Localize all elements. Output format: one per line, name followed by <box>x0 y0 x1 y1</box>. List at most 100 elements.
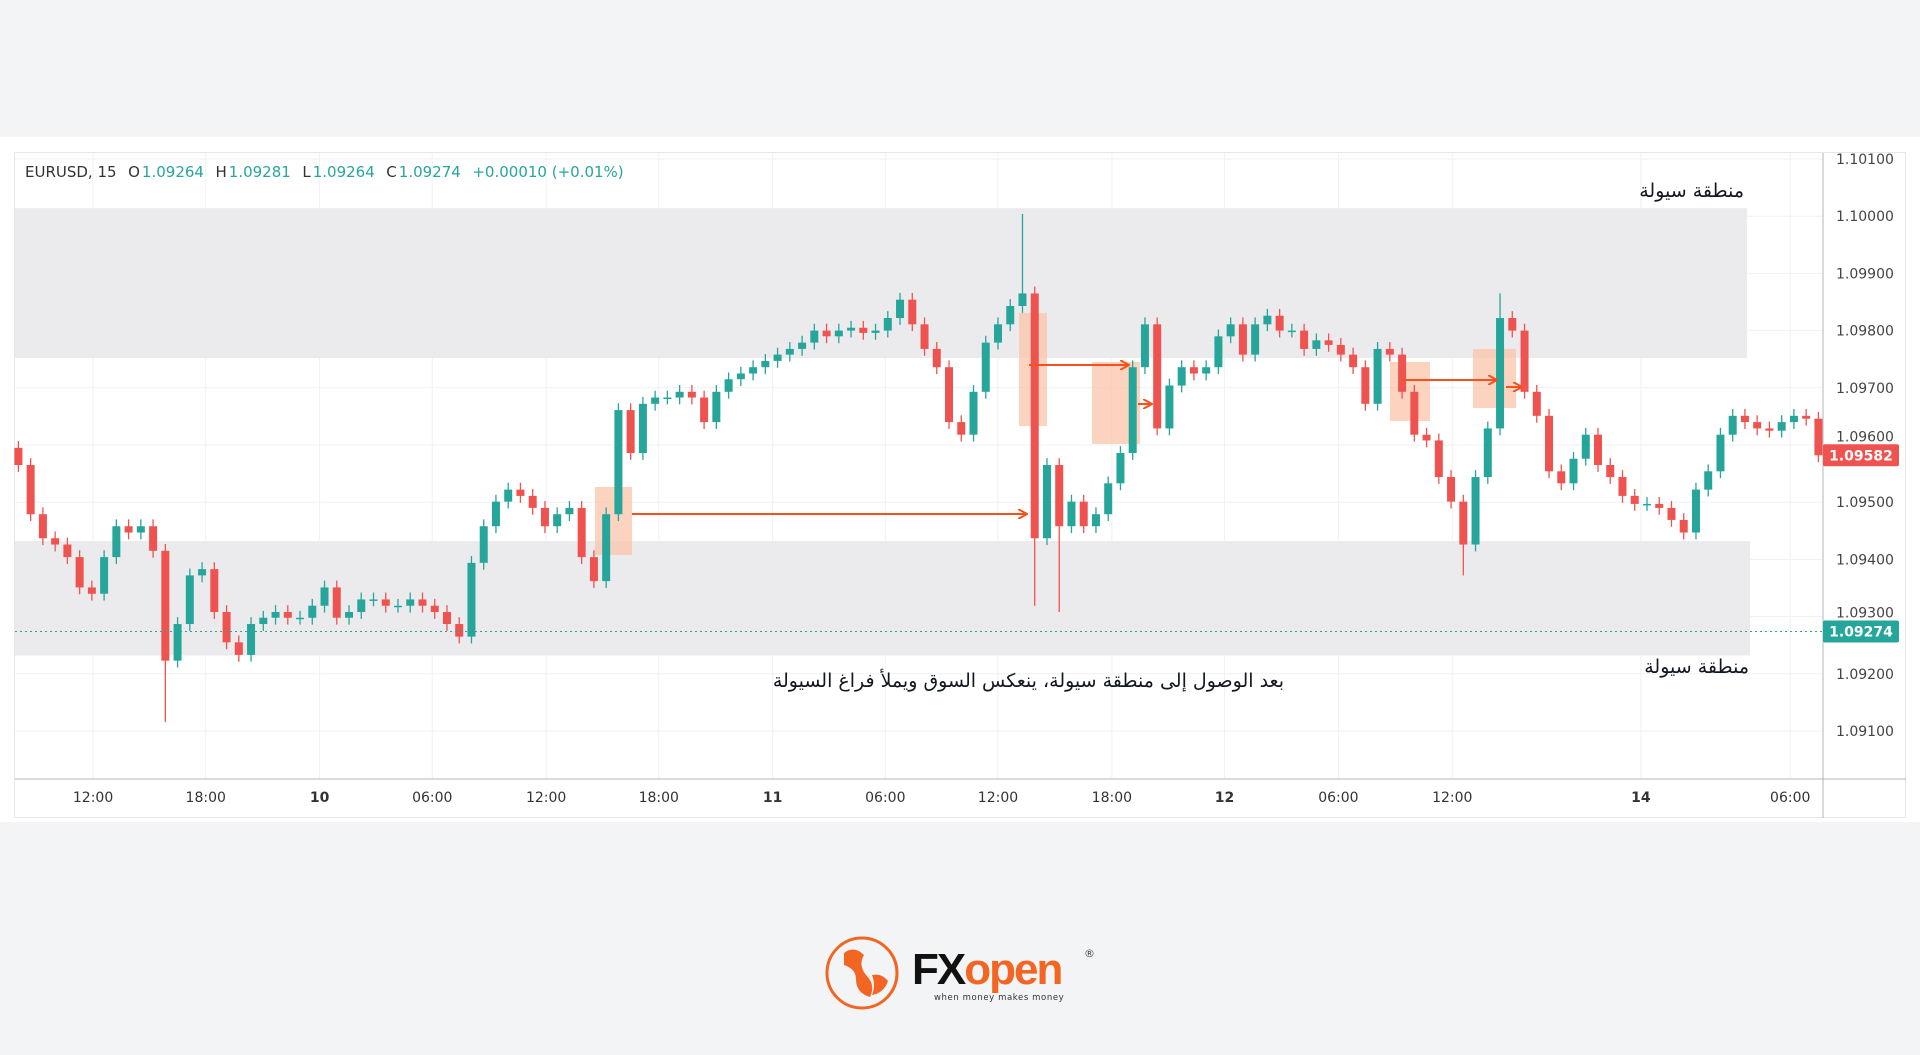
current-price-label: 1.09274 <box>1829 624 1893 640</box>
candle-body <box>638 403 647 454</box>
candle-body <box>1140 324 1149 368</box>
candle-body <box>210 569 219 613</box>
price-tick-label: 1.09500 <box>1836 495 1894 511</box>
candle-body <box>259 617 268 625</box>
price-tick-label: 1.09600 <box>1836 429 1894 445</box>
time-tick-label: 18:00 <box>1092 790 1132 806</box>
candle-body <box>969 391 978 435</box>
candle-body <box>1777 422 1786 431</box>
candle-body <box>1422 434 1431 441</box>
candle-body <box>112 526 121 558</box>
candle-body <box>1630 495 1639 504</box>
candle-body <box>540 507 549 527</box>
price-tick-label: 1.10000 <box>1836 209 1894 225</box>
candle-body <box>296 617 305 620</box>
logo-fx: FX <box>912 945 966 994</box>
candle-body <box>1153 324 1162 429</box>
candle-body <box>491 501 500 527</box>
candle-body <box>1398 354 1407 392</box>
candle-body <box>1177 367 1186 386</box>
fxopen-logo: FXopen ® when money makes money <box>822 933 1102 1013</box>
candle-body <box>589 557 598 582</box>
candle-body <box>871 330 880 333</box>
candle-body <box>945 367 954 423</box>
candle-body <box>1789 415 1798 423</box>
candle-body <box>479 526 488 563</box>
candle-body <box>1030 293 1039 539</box>
candle-body <box>822 330 831 337</box>
candle-body <box>663 397 672 400</box>
last-price-label-bg <box>1823 444 1899 467</box>
candle-body <box>504 489 513 502</box>
candle-body <box>345 612 354 618</box>
candle-body <box>369 599 378 601</box>
candle-body <box>455 624 464 637</box>
candle-body <box>467 562 476 637</box>
candle-body <box>1765 428 1774 431</box>
candle-body <box>1300 330 1309 349</box>
candle-body <box>994 324 1002 343</box>
candle-body <box>1385 348 1394 355</box>
candle-body <box>1312 340 1321 349</box>
candle-body <box>1042 465 1051 539</box>
candle-body <box>1802 415 1811 419</box>
candle-body <box>1238 324 1247 355</box>
candle-body <box>847 327 856 331</box>
candle-body <box>1557 471 1566 484</box>
candle-body <box>51 538 60 545</box>
candle-body <box>1018 293 1027 307</box>
logo-tagline: when money makes money <box>934 993 1065 1003</box>
candle-body <box>565 507 574 515</box>
candle-body <box>932 348 941 368</box>
candle-body <box>957 422 966 435</box>
candle-body <box>38 514 47 539</box>
price-tick-label: 1.09700 <box>1836 381 1894 397</box>
symbol-label: EURUSD, 15 <box>25 163 117 181</box>
candle-body <box>1079 501 1088 527</box>
candle-body <box>896 299 905 319</box>
time-tick-label: 14 <box>1631 790 1651 806</box>
candle-body <box>149 526 158 551</box>
candle-body <box>1704 471 1713 490</box>
candle-body <box>736 373 745 380</box>
imbalance-highlight <box>1390 362 1430 421</box>
candle-body <box>1691 489 1700 533</box>
candle-body <box>1361 367 1370 404</box>
candle-body <box>798 342 807 349</box>
candle-body <box>271 612 280 618</box>
candle-body <box>981 342 990 392</box>
candle-body <box>859 327 868 333</box>
candle-body <box>430 605 439 613</box>
time-tick-label: 11 <box>763 790 782 806</box>
candle-body <box>283 612 292 618</box>
candle-body <box>651 397 660 404</box>
candle-body <box>1667 507 1676 520</box>
candle-body <box>687 391 696 398</box>
time-tick-label: 18:00 <box>639 790 679 806</box>
candle-body <box>198 569 207 576</box>
time-tick-label: 18:00 <box>186 790 226 806</box>
candle-body <box>100 557 109 594</box>
imbalance-highlight <box>595 487 632 555</box>
candle-body <box>381 599 390 606</box>
candle-body <box>908 299 917 325</box>
candle-body <box>1251 324 1260 355</box>
price-tick-label: 1.09200 <box>1836 667 1894 683</box>
price-tick-label: 1.10100 <box>1836 152 1894 168</box>
candle-body <box>1287 330 1296 333</box>
time-tick-label: 10 <box>310 790 330 806</box>
liquidity-zone <box>15 208 1747 359</box>
candle-body <box>247 624 256 655</box>
current-price-label-bg <box>1823 620 1899 643</box>
candle-body <box>1055 465 1064 527</box>
candle-body <box>1471 477 1480 545</box>
candle-body <box>1569 458 1578 484</box>
candle-body <box>785 348 794 355</box>
candle-body <box>1275 315 1284 331</box>
candle-body <box>1067 501 1076 527</box>
candle-body <box>920 324 929 349</box>
logo-open: open <box>964 945 1063 994</box>
bottom-zone-label: منطقة سيولة <box>1644 656 1749 678</box>
high-label: H <box>215 163 227 181</box>
